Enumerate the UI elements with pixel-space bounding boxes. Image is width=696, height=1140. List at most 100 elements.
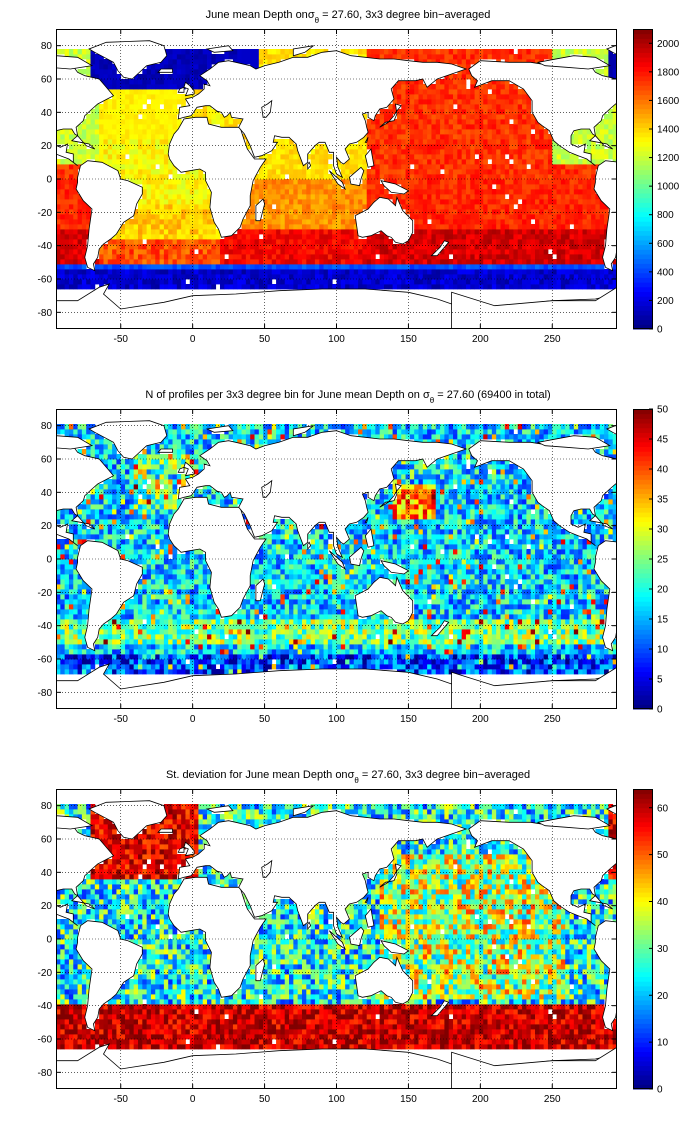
heatmap-cell	[431, 659, 437, 665]
heatmap-cell	[500, 259, 506, 265]
heatmap-cell	[349, 254, 355, 260]
heatmap-cell	[405, 174, 411, 180]
heatmap-cell	[155, 254, 160, 260]
heatmap-cell	[491, 199, 497, 205]
heatmap-cell	[77, 134, 83, 140]
heatmap-cell	[496, 174, 501, 180]
heatmap-cell	[150, 194, 156, 200]
heatmap-cell	[569, 134, 575, 140]
heatmap-cell	[427, 204, 432, 210]
heatmap-cell	[314, 654, 320, 660]
heatmap-cell	[608, 59, 614, 65]
heatmap-cell	[185, 204, 191, 210]
heatmap-cell	[185, 264, 191, 270]
heatmap-cell	[267, 659, 273, 665]
heatmap-cell	[284, 274, 290, 280]
heatmap-cell	[478, 139, 484, 145]
heatmap-cell	[56, 659, 61, 665]
heatmap-cell	[207, 229, 212, 235]
heatmap-cell	[258, 259, 264, 265]
heatmap-cell	[232, 249, 238, 255]
heatmap-cell	[453, 654, 458, 660]
heatmap-cell	[358, 259, 363, 265]
heatmap-cell	[496, 269, 501, 275]
heatmap-cell	[552, 189, 557, 195]
heatmap-cell	[474, 189, 480, 195]
heatmap-cell	[237, 59, 242, 65]
heatmap-cell	[517, 174, 523, 180]
heatmap-cell	[383, 239, 389, 245]
heatmap-cell	[500, 284, 506, 290]
heatmap-cell	[332, 169, 337, 175]
heatmap-cell	[543, 284, 549, 290]
heatmap-cell	[207, 219, 212, 225]
heatmap-cell	[371, 149, 376, 155]
heatmap-cell	[289, 149, 294, 155]
heatmap-cell	[60, 279, 66, 285]
heatmap-cell	[276, 214, 281, 220]
colorbar-segment	[633, 202, 653, 208]
heatmap-cell	[250, 244, 255, 250]
heatmap-cell	[263, 284, 268, 290]
heatmap-cell	[198, 224, 204, 230]
heatmap-cell	[276, 264, 281, 270]
heatmap-cell	[202, 654, 208, 660]
heatmap-cell	[194, 229, 199, 235]
heatmap-cell	[146, 189, 152, 195]
heatmap-cell	[513, 164, 519, 170]
heatmap-cell	[504, 169, 510, 175]
heatmap-cell	[487, 184, 493, 190]
heatmap-cell	[120, 259, 126, 265]
heatmap-cell	[73, 169, 78, 175]
heatmap-cell	[241, 284, 247, 290]
heatmap-cell	[142, 249, 148, 255]
heatmap-cell	[496, 49, 501, 55]
heatmap-cell	[461, 284, 467, 290]
heatmap-cell	[237, 279, 242, 285]
heatmap-cell	[383, 189, 389, 195]
heatmap-cell	[595, 254, 601, 260]
heatmap-cell	[414, 249, 419, 255]
heatmap-cell	[526, 259, 532, 265]
heatmap-cell	[453, 174, 458, 180]
heatmap-cell	[604, 279, 609, 285]
heatmap-cell	[522, 189, 527, 195]
heatmap-cell	[68, 214, 74, 220]
heatmap-cell	[435, 194, 441, 200]
heatmap-cell	[245, 219, 251, 225]
heatmap-cell	[228, 264, 234, 270]
heatmap-cell	[573, 214, 579, 220]
heatmap-cell	[465, 134, 471, 140]
heatmap-cell	[125, 229, 130, 235]
heatmap-cell	[232, 264, 238, 270]
heatmap-cell	[107, 244, 113, 250]
heatmap-cell	[64, 659, 70, 665]
heatmap-cell	[68, 209, 74, 215]
heatmap-cell	[457, 269, 463, 275]
heatmap-cell	[163, 214, 169, 220]
heatmap-cell	[133, 284, 139, 290]
heatmap-cell	[530, 269, 536, 275]
heatmap-cell	[185, 654, 191, 660]
heatmap-cell	[327, 269, 333, 275]
heatmap-cell	[414, 79, 419, 85]
heatmap-cell	[418, 149, 424, 155]
heatmap-cell	[405, 654, 411, 660]
heatmap-cell	[241, 279, 247, 285]
heatmap-cell	[448, 209, 454, 215]
heatmap-cell	[56, 169, 61, 175]
heatmap-cell	[276, 654, 281, 660]
heatmap-cell	[112, 159, 117, 165]
heatmap-cell	[396, 169, 402, 175]
heatmap-cell	[509, 654, 514, 660]
heatmap-cell	[478, 214, 484, 220]
heatmap-cell	[280, 189, 286, 195]
heatmap-cell	[185, 74, 191, 80]
heatmap-cell	[64, 649, 70, 655]
heatmap-cell	[150, 199, 156, 205]
heatmap-cell	[86, 149, 91, 155]
heatmap-cell	[591, 54, 596, 60]
heatmap-cell	[133, 164, 139, 170]
heatmap-cell	[189, 84, 195, 90]
heatmap-cell	[504, 284, 510, 290]
